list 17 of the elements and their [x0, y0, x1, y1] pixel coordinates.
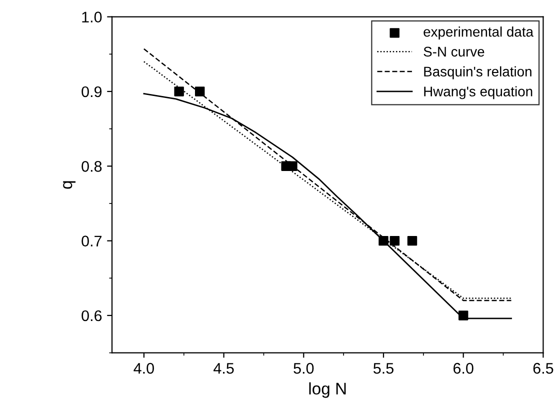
legend-label: Hwang's equation: [424, 86, 532, 100]
legend-label: experimental data: [424, 26, 534, 40]
y-tick-label: 0.7: [82, 236, 102, 246]
x-axis-title: log N: [309, 382, 346, 398]
y-tick-label: 0.8: [82, 161, 102, 172]
legend-label: Basquin's relation: [424, 66, 532, 80]
y-axis-title: q: [63, 181, 76, 189]
x-tick-label: 4.0: [134, 362, 154, 374]
y-tick-label: 0.9: [82, 86, 102, 98]
x-tick-label: 5.0: [294, 362, 314, 374]
legend-label: S-N curve: [424, 46, 484, 57]
x-tick-label: 5.5: [373, 363, 394, 374]
x-tick-label: 6.5: [533, 362, 554, 374]
y-tick-label: 0.6: [82, 310, 102, 322]
y-tick-label: 1.0: [82, 12, 102, 22]
x-tick-label: 6.0: [454, 362, 474, 374]
x-tick-label: 4.5: [214, 363, 234, 374]
